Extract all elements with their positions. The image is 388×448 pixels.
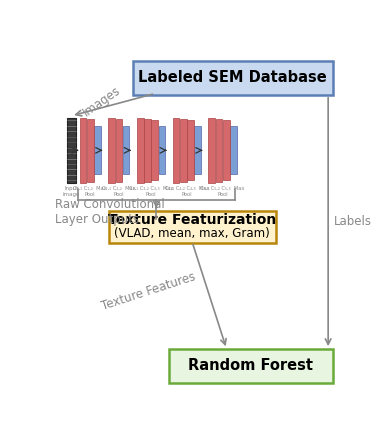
Text: C₅,₁ C₅,₂ C₅,₃  Max
Pool: C₅,₁ C₅,₂ C₅,₃ Max Pool [201,186,245,197]
Bar [123,126,129,174]
Bar [151,121,158,181]
Bar [173,117,179,183]
FancyBboxPatch shape [169,349,333,383]
FancyBboxPatch shape [109,211,275,244]
Bar [187,121,194,181]
Bar [144,119,151,182]
Text: (VLAD, mean, max, Gram): (VLAD, mean, max, Gram) [114,227,270,240]
Text: C₂,₁ C₂,₂  Max
Pool: C₂,₁ C₂,₂ Max Pool [102,186,136,197]
Bar [108,117,115,183]
Bar [87,119,94,182]
Bar [216,119,222,182]
Text: Labeled SEM Database: Labeled SEM Database [138,70,327,86]
Bar [159,126,165,174]
Text: Images: Images [80,83,123,119]
Bar [80,117,87,183]
Bar [116,119,122,182]
Bar [230,126,237,174]
Text: Input
image: Input image [63,186,80,197]
Text: Raw Convolutional
Layer Outputs: Raw Convolutional Layer Outputs [54,198,164,226]
Text: C₃,₁ C₃,₂ C₃,₃  Max
Pool: C₃,₁ C₃,₂ C₃,₃ Max Pool [129,186,173,197]
FancyBboxPatch shape [133,60,333,95]
Bar [223,121,230,181]
Bar [67,117,76,183]
Text: Texture Featurization: Texture Featurization [108,212,276,227]
Bar [180,119,187,182]
Text: Texture Features: Texture Features [100,271,197,313]
Bar [94,126,101,174]
Text: Random Forest: Random Forest [188,358,313,374]
Bar [137,117,144,183]
Bar [208,117,215,183]
Text: Labels: Labels [334,215,372,228]
Bar [194,126,201,174]
Text: C₄,₁ C₄,₂ C₄,₃  Max
Pool: C₄,₁ C₄,₂ C₄,₃ Max Pool [165,186,209,197]
Text: C₁,₁ C₁,₂  Max
Pool: C₁,₁ C₁,₂ Max Pool [73,186,107,197]
